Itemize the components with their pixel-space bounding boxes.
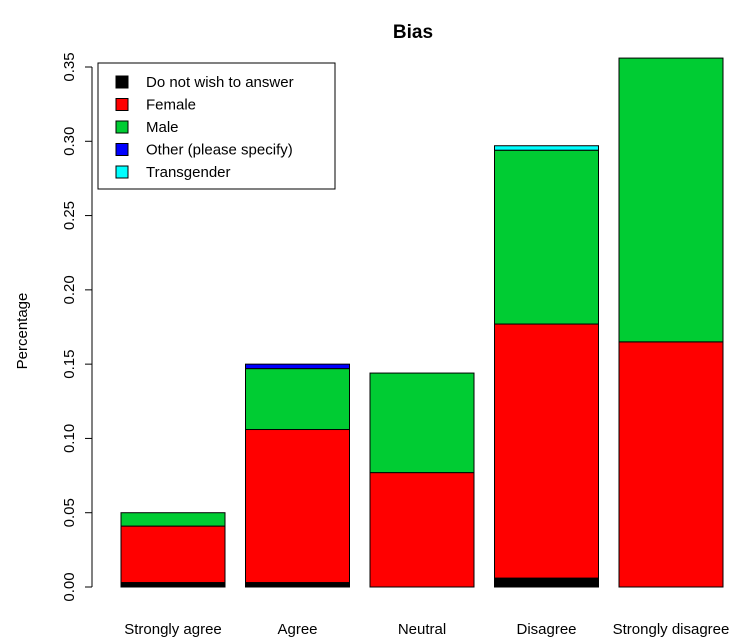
y-tick-label: 0.30 bbox=[61, 127, 78, 156]
bar-segment bbox=[120, 582, 226, 588]
legend-label: Female bbox=[146, 97, 196, 114]
bar-segment bbox=[494, 149, 599, 325]
bar-segment bbox=[618, 341, 724, 588]
legend-swatch bbox=[115, 98, 129, 111]
x-tick-label: Neutral bbox=[398, 621, 446, 638]
bar-segment bbox=[494, 145, 599, 151]
y-tick-label: 0.20 bbox=[61, 275, 78, 304]
bar-segment bbox=[618, 57, 724, 343]
x-tick-label: Strongly agree bbox=[124, 621, 222, 638]
x-tick-label: Agree bbox=[277, 621, 317, 638]
bar-group bbox=[120, 57, 724, 588]
bar-segment bbox=[245, 363, 350, 370]
y-tick-label: 0.25 bbox=[61, 201, 78, 230]
bar-segment bbox=[494, 323, 599, 579]
bar-segment bbox=[120, 512, 226, 527]
bar-segment bbox=[245, 368, 350, 431]
legend: Do not wish to answer Female Male Other (pl… bbox=[97, 62, 336, 190]
y-axis-label: Percentage bbox=[14, 293, 31, 370]
legend-swatch bbox=[115, 120, 129, 134]
legend-label: Do not wish to answer bbox=[146, 74, 294, 91]
y-tick-label: 0.10 bbox=[61, 424, 78, 453]
bar-segment bbox=[245, 429, 350, 584]
legend-swatch bbox=[115, 165, 129, 179]
y-axis: 0.00 0.05 0.10 0.15 0.20 0.25 0.30 0.35 bbox=[61, 52, 93, 602]
legend-swatch bbox=[115, 75, 129, 89]
x-axis-labels: Strongly agree Agree Neutral Disagree Strong… bbox=[124, 621, 729, 638]
x-tick-label: Strongly disagree bbox=[613, 621, 730, 638]
y-tick-label: 0.00 bbox=[61, 572, 78, 601]
legend-label: Other (please specify) bbox=[146, 142, 293, 159]
bar-segment bbox=[120, 525, 226, 584]
y-tick-label: 0.05 bbox=[61, 498, 78, 527]
legend-label: Male bbox=[146, 119, 179, 136]
bar-segment bbox=[369, 372, 475, 474]
legend-swatch bbox=[115, 143, 129, 156]
legend-label: Transgender bbox=[146, 164, 231, 181]
y-tick-label: 0.35 bbox=[61, 52, 78, 81]
x-tick-label: Disagree bbox=[516, 621, 576, 638]
bar-segment bbox=[369, 472, 475, 588]
y-tick-label: 0.15 bbox=[61, 350, 78, 379]
legend-box bbox=[97, 62, 336, 190]
bar-segment bbox=[494, 577, 599, 588]
chart-title: Bias bbox=[393, 22, 433, 43]
bar-segment bbox=[245, 582, 350, 588]
